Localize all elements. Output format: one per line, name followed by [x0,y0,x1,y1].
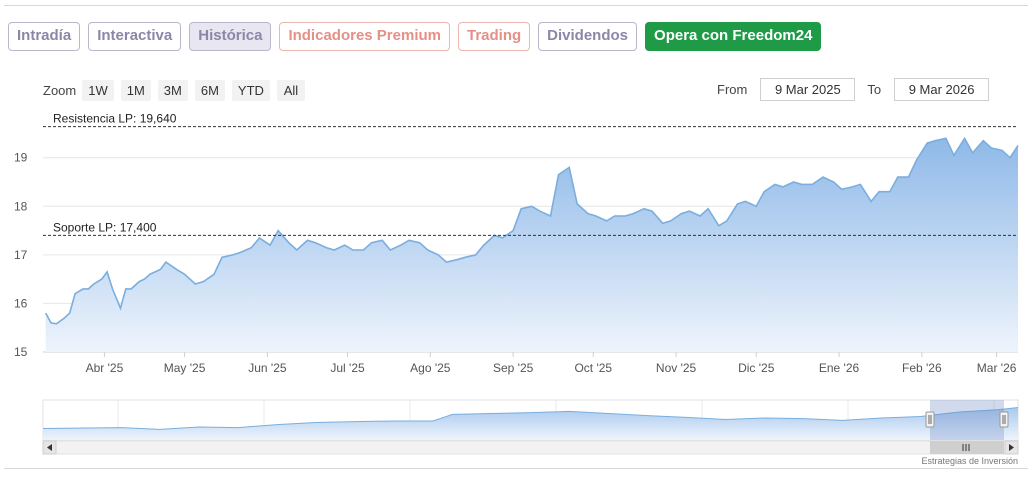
x-tick-label: Nov '25 [656,361,697,375]
to-date-input[interactable]: 9 Mar 2026 [894,78,990,101]
scrollbar-track[interactable] [42,440,1019,455]
from-date-input[interactable]: 9 Mar 2025 [760,78,856,101]
opera-freedom24-button[interactable]: Opera con Freedom24 [645,22,822,51]
navigator-handle[interactable] [999,411,1009,428]
zoom-ytd-button[interactable]: YTD [231,80,270,101]
x-tick-label: Sep '25 [493,361,534,375]
annotations: Resistencia LP: 19,640 Soporte LP: 17,400 [43,112,1018,236]
x-tick-label: Feb '26 [902,361,942,375]
tab-interactiva[interactable]: Interactiva [88,22,182,51]
x-tick-label: Jul '25 [330,361,365,375]
y-tick-label: 16 [14,296,28,310]
y-tick-label: 18 [14,199,28,213]
tab-trading[interactable]: Trading [458,22,531,51]
navigator-tick-label: 2022 [705,427,729,439]
navigator-handle[interactable] [925,411,935,428]
navigator-tick-label: 2016 [267,427,291,439]
level-label: Soporte LP: 17,400 [53,220,157,234]
y-tick-label: 17 [14,248,28,262]
credits: Estrategias de Inversión [921,456,1018,466]
navigator-area [43,407,1018,440]
tab-dividendos[interactable]: Dividendos [538,22,638,51]
y-axis: 15 16 17 18 19 [14,151,28,359]
top-divider [4,5,1028,6]
scroll-right-icon [1009,444,1014,451]
zoom-all-button[interactable]: All [276,80,305,101]
tab-historica[interactable]: Histórica [189,22,272,51]
y-tick-label: 19 [14,151,28,165]
zoom-3m-button[interactable]: 3M [157,80,188,101]
x-axis: Abr '25 May '25 Jun '25 Jul '25 Ago '25 Sep '… [86,352,1017,375]
date-range-selector: From 9 Mar 2025 To 9 Mar 2026 [717,78,990,101]
from-label: From [717,82,748,97]
navigator: 2014 2016 2018 2020 2022 2024 2... [42,399,1019,455]
chart-grid [43,157,1018,353]
zoom-label: Zoom [43,83,77,98]
x-tick-label: Ene '26 [819,361,860,375]
x-tick-label: Ago '25 [410,361,451,375]
price-area [45,138,1018,352]
zoom-1w-button[interactable]: 1W [82,80,114,101]
navigator-tick-label: 2018 [413,427,437,439]
x-tick-label: Abr '25 [86,361,124,375]
x-tick-label: Oct '25 [574,361,612,375]
to-label: To [867,82,882,97]
scrollbar-thumb[interactable] [930,441,1004,454]
y-tick-label: 15 [14,345,28,359]
tab-intradia[interactable]: Intradía [8,22,81,51]
x-tick-label: Dic '25 [738,361,775,375]
zoom-controls: Zoom 1W 1M 3M 6M YTD All [43,80,312,101]
scroll-left-button[interactable] [42,440,57,455]
navigator-selection[interactable] [930,400,1004,440]
level-label: Resistencia LP: 19,640 [53,112,177,126]
navigator-tick-label: 2014 [121,427,145,439]
navigator-tick-label: 2024 [851,427,875,439]
navigator-tick-label: 2... [997,427,1012,439]
tab-bar: Intradía Interactiva Histórica Indicador… [8,22,822,51]
navigator-frame [42,399,1019,441]
navigator-tick-label: 2020 [559,427,583,439]
bottom-divider [4,468,1028,469]
x-tick-label: May '25 [164,361,206,375]
price-line [44,136,1019,325]
navigator-line [42,407,1019,430]
zoom-1m-button[interactable]: 1M [120,80,151,101]
scroll-right-button[interactable] [1004,440,1019,455]
tab-indicadores-premium[interactable]: Indicadores Premium [279,22,450,51]
zoom-6m-button[interactable]: 6M [194,80,225,101]
x-tick-label: Mar '26 [977,361,1017,375]
x-tick-label: Jun '25 [248,361,287,375]
scroll-left-icon [47,444,52,451]
